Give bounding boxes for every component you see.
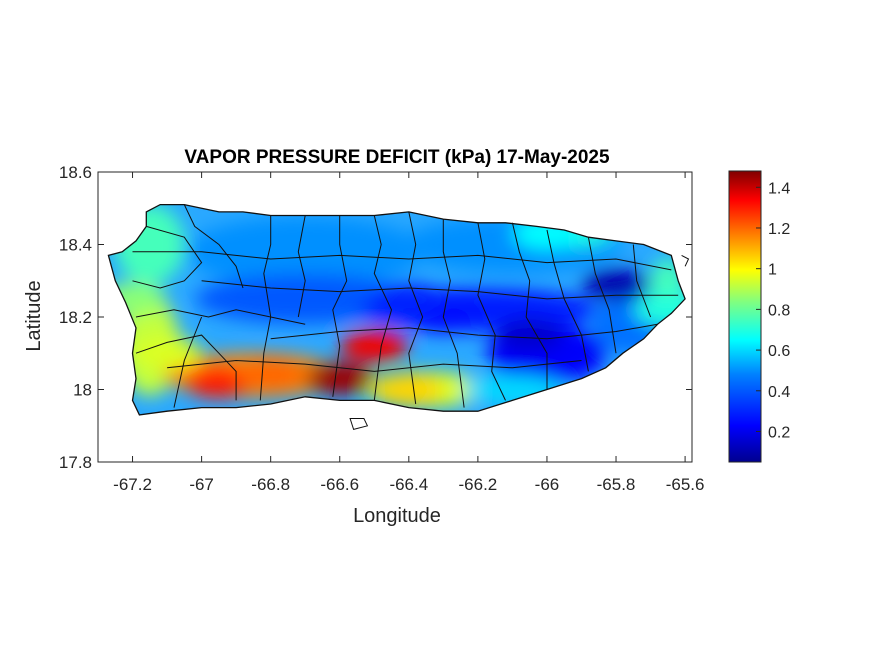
colorbar-tick-label: 1.4 [768, 180, 790, 197]
municipality-boundary [132, 225, 203, 289]
municipality-boundary [408, 211, 424, 405]
municipality-boundary [632, 244, 652, 318]
municipality-boundary [373, 215, 393, 401]
x-tick-label: -66.8 [251, 475, 290, 494]
x-axis-label: Longitude [353, 505, 441, 527]
municipality-boundary [332, 215, 348, 397]
municipality-boundary [442, 219, 465, 408]
colorbar-tick-label: 0.4 [768, 384, 790, 401]
colorbar-tick-label: 1 [768, 262, 777, 279]
colorbar-tick-label: 0.6 [768, 343, 790, 360]
y-tick-label: 18.6 [59, 163, 92, 182]
colorbar-ticks: 1.4 1.2 1 0.8 0.6 0.4 0.2 [756, 180, 790, 441]
x-tick-label: -67.2 [113, 475, 152, 494]
coastline [107, 203, 686, 416]
municipality-boundaries [132, 204, 679, 408]
vpd-area [340, 330, 409, 362]
x-tick-label: -65.8 [597, 475, 636, 494]
municipality-boundary [259, 215, 272, 401]
municipality-boundary [546, 229, 589, 372]
municipality-boundary [135, 309, 306, 325]
y-axis-ticks: 18.6 18.4 18.2 18 17.8 [59, 163, 692, 472]
vpd-area [495, 319, 564, 352]
x-tick-label: -66.4 [389, 475, 428, 494]
municipality-boundary [135, 334, 237, 401]
vpd-area [236, 359, 305, 391]
y-tick-label: 18 [73, 381, 92, 400]
y-axis-label: Latitude [23, 280, 45, 351]
vpd-field-blobs [108, 204, 686, 408]
municipality-boundary [297, 215, 306, 318]
municipality-boundary [477, 222, 506, 401]
y-tick-label: 18.2 [59, 308, 92, 327]
x-tick-label: -67 [189, 475, 214, 494]
y-tick-label: 17.8 [59, 453, 92, 472]
municipality-boundary [167, 359, 582, 372]
x-axis-ticks: -67.2 -67 -66.8 -66.6 -66.4 -66.2 -66 -65.8 -65.… [113, 172, 704, 494]
x-tick-label: -66 [535, 475, 560, 494]
y-tick-label: 18.4 [59, 236, 92, 255]
colorbar-tick-label: 0.8 [768, 302, 790, 319]
vpd-area [374, 373, 443, 406]
colorbar-tick-label: 1.2 [768, 221, 790, 238]
map-title: VAPOR PRESSURE DEFICIT (kPa) 17-May-2025 [184, 147, 610, 168]
vpd-area [582, 268, 651, 301]
municipality-boundary [183, 204, 244, 289]
x-tick-label: -65.6 [666, 475, 705, 494]
municipality-boundary [201, 280, 679, 300]
caja-de-muertos-island [349, 418, 369, 431]
vpd-field [108, 204, 686, 415]
municipality-boundary [270, 323, 658, 340]
municipality-boundary [173, 316, 203, 408]
vpd-band [185, 216, 426, 287]
vpd-area [305, 362, 374, 395]
small-island [681, 254, 690, 267]
vpd-area [374, 282, 443, 315]
x-tick-label: -66.2 [459, 475, 498, 494]
municipality-boundary [132, 251, 672, 271]
colorbar-tick-label: 0.2 [768, 424, 790, 441]
island-map [107, 203, 690, 431]
municipality-boundary [511, 222, 548, 390]
x-tick-label: -66.6 [320, 475, 359, 494]
colorbar [728, 170, 762, 463]
